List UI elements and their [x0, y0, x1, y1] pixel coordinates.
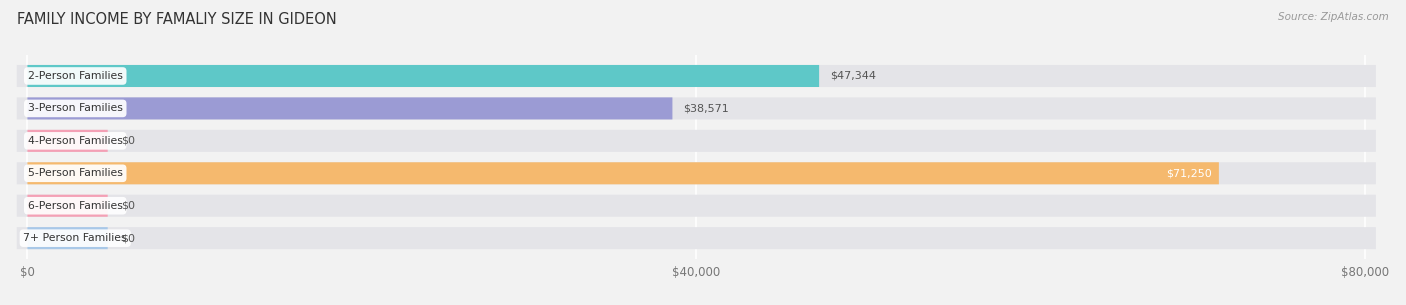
Text: Source: ZipAtlas.com: Source: ZipAtlas.com: [1278, 12, 1389, 22]
FancyBboxPatch shape: [28, 65, 820, 87]
FancyBboxPatch shape: [28, 227, 108, 249]
FancyBboxPatch shape: [28, 162, 1219, 184]
Text: $0: $0: [121, 233, 135, 243]
Text: 5-Person Families: 5-Person Families: [28, 168, 122, 178]
Text: FAMILY INCOME BY FAMALIY SIZE IN GIDEON: FAMILY INCOME BY FAMALIY SIZE IN GIDEON: [17, 12, 336, 27]
FancyBboxPatch shape: [17, 195, 1376, 217]
Text: $0: $0: [121, 136, 135, 146]
Text: 2-Person Families: 2-Person Families: [28, 71, 122, 81]
FancyBboxPatch shape: [28, 195, 108, 217]
Text: 3-Person Families: 3-Person Families: [28, 103, 122, 113]
FancyBboxPatch shape: [17, 97, 1376, 120]
Text: $0: $0: [121, 201, 135, 211]
FancyBboxPatch shape: [17, 65, 1376, 87]
Text: $71,250: $71,250: [1167, 168, 1212, 178]
FancyBboxPatch shape: [17, 227, 1376, 249]
Text: 4-Person Families: 4-Person Families: [28, 136, 122, 146]
Text: 7+ Person Families: 7+ Person Families: [24, 233, 127, 243]
FancyBboxPatch shape: [28, 97, 672, 120]
FancyBboxPatch shape: [17, 130, 1376, 152]
Text: $38,571: $38,571: [683, 103, 728, 113]
FancyBboxPatch shape: [28, 130, 108, 152]
FancyBboxPatch shape: [17, 162, 1376, 184]
Text: 6-Person Families: 6-Person Families: [28, 201, 122, 211]
Text: $47,344: $47,344: [830, 71, 876, 81]
